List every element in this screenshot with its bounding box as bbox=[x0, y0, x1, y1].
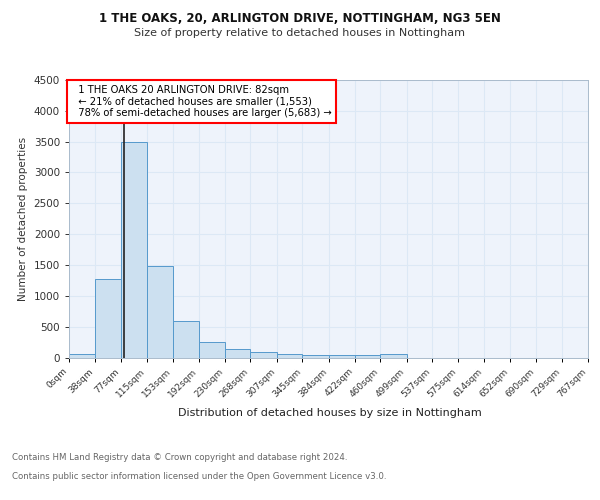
Bar bbox=[147, 266, 173, 358]
Bar bbox=[199, 342, 224, 357]
Text: Distribution of detached houses by size in Nottingham: Distribution of detached houses by size … bbox=[178, 408, 482, 418]
Text: Contains public sector information licensed under the Open Government Licence v3: Contains public sector information licen… bbox=[12, 472, 386, 481]
Text: Size of property relative to detached houses in Nottingham: Size of property relative to detached ho… bbox=[134, 28, 466, 38]
Text: 1 THE OAKS 20 ARLINGTON DRIVE: 82sqm
  ← 21% of detached houses are smaller (1,5: 1 THE OAKS 20 ARLINGTON DRIVE: 82sqm ← 2… bbox=[72, 85, 331, 118]
Bar bbox=[302, 354, 329, 358]
Bar bbox=[121, 142, 147, 358]
Bar bbox=[250, 352, 277, 358]
Bar bbox=[173, 321, 199, 358]
Bar bbox=[69, 354, 95, 358]
Bar bbox=[380, 354, 407, 358]
Bar bbox=[224, 349, 250, 358]
Bar bbox=[329, 354, 355, 358]
Text: Contains HM Land Registry data © Crown copyright and database right 2024.: Contains HM Land Registry data © Crown c… bbox=[12, 454, 347, 462]
Bar bbox=[355, 354, 380, 358]
Bar bbox=[95, 278, 121, 357]
Y-axis label: Number of detached properties: Number of detached properties bbox=[18, 136, 28, 301]
Text: 1 THE OAKS, 20, ARLINGTON DRIVE, NOTTINGHAM, NG3 5EN: 1 THE OAKS, 20, ARLINGTON DRIVE, NOTTING… bbox=[99, 12, 501, 26]
Bar bbox=[277, 354, 302, 358]
